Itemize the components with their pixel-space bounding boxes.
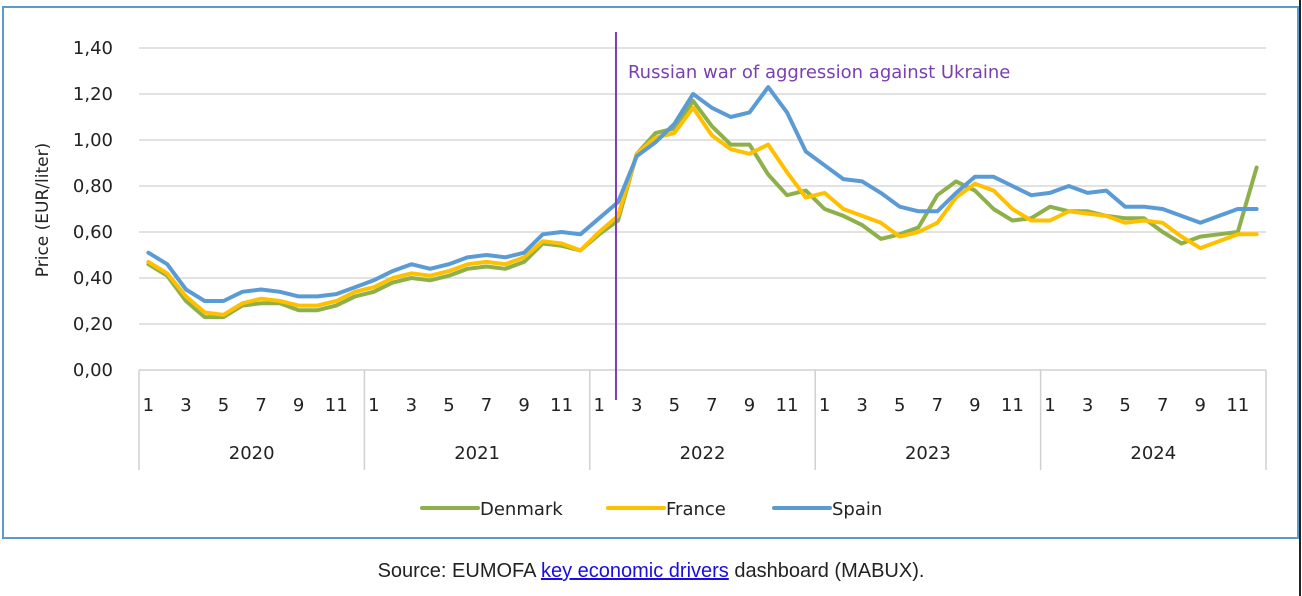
series-line-denmark — [146, 98, 1259, 320]
year-label: 2022 — [680, 443, 726, 464]
series-line-spain — [146, 85, 1259, 303]
y-tick-label: 0,80 — [73, 176, 113, 197]
y-tick-label: 1,40 — [73, 38, 113, 59]
x-tick-label: 5 — [443, 395, 454, 416]
y-tick-label: 0,20 — [73, 314, 113, 335]
series-lines — [146, 85, 1259, 320]
source-prefix: Source: EUMOFA — [377, 560, 541, 582]
legend-label-spain: Spain — [832, 499, 882, 520]
y-tick-label: 0,60 — [73, 222, 113, 243]
x-tick-label: 1 — [819, 395, 830, 416]
y-tick-label: 0,40 — [73, 268, 113, 289]
year-label: 2021 — [454, 443, 500, 464]
x-tick-label: 3 — [856, 395, 867, 416]
x-tick-label: 11 — [1226, 395, 1249, 416]
legend: Denmark France Spain — [420, 499, 882, 520]
y-tick-label: 0,00 — [73, 360, 113, 381]
x-tick-label: 3 — [180, 395, 191, 416]
x-tick-label: 1 — [1044, 395, 1055, 416]
x-tick-label: 5 — [894, 395, 905, 416]
x-tick-label: 9 — [293, 395, 304, 416]
x-tick-label: 3 — [406, 395, 417, 416]
x-tick-label: 11 — [1001, 395, 1024, 416]
gridlines — [139, 47, 1266, 371]
annotation-label: Russian war of aggression against Ukrain… — [628, 62, 1010, 83]
x-tick-label: 3 — [1082, 395, 1093, 416]
x-tick-label: 11 — [550, 395, 573, 416]
source-suffix: dashboard (MABUX). — [728, 560, 925, 582]
y-tick-label: 1,00 — [73, 130, 113, 151]
x-tick-label: 7 — [481, 395, 492, 416]
x-tick-label: 11 — [325, 395, 348, 416]
x-tick-label: 9 — [518, 395, 529, 416]
x-tick-label: 9 — [1195, 395, 1206, 416]
legend-label-france: France — [666, 499, 726, 520]
year-label: 2020 — [229, 443, 275, 464]
key-economic-drivers-link[interactable]: key economic drivers — [540, 560, 729, 582]
line-chart: 0,00 0,20 0,40 0,60 0,80 1,00 1,20 1,40 Price (… — [33, 32, 1267, 520]
x-tick-label: 9 — [744, 395, 755, 416]
chart-frame — [2, 6, 1299, 539]
year-label: 2024 — [1130, 443, 1176, 464]
x-tick-label: 1 — [368, 395, 379, 416]
y-axis-ticks: 0,00 0,20 0,40 0,60 0,80 1,00 1,20 1,40 — [73, 38, 113, 381]
x-tick-label: 1 — [593, 395, 604, 416]
year-label: 2023 — [905, 443, 951, 464]
series-line-france — [146, 105, 1259, 317]
source-caption: Source: EUMOFA key economic drivers dash… — [0, 560, 1302, 583]
legend-label-denmark: Denmark — [480, 499, 563, 520]
x-tick-label: 7 — [255, 395, 266, 416]
x-tick-label: 9 — [969, 395, 980, 416]
x-tick-label: 7 — [1157, 395, 1168, 416]
y-axis-label: Price (EUR/liter) — [33, 143, 53, 277]
window-edge — [1299, 0, 1301, 596]
x-tick-label: 5 — [1119, 395, 1130, 416]
x-tick-label: 3 — [631, 395, 642, 416]
x-tick-label: 1 — [143, 395, 154, 416]
x-tick-label: 5 — [669, 395, 680, 416]
x-tick-label: 7 — [932, 395, 943, 416]
y-tick-label: 1,20 — [73, 84, 113, 105]
x-tick-label: 7 — [706, 395, 717, 416]
x-tick-label: 5 — [218, 395, 229, 416]
x-tick-label: 11 — [776, 395, 799, 416]
